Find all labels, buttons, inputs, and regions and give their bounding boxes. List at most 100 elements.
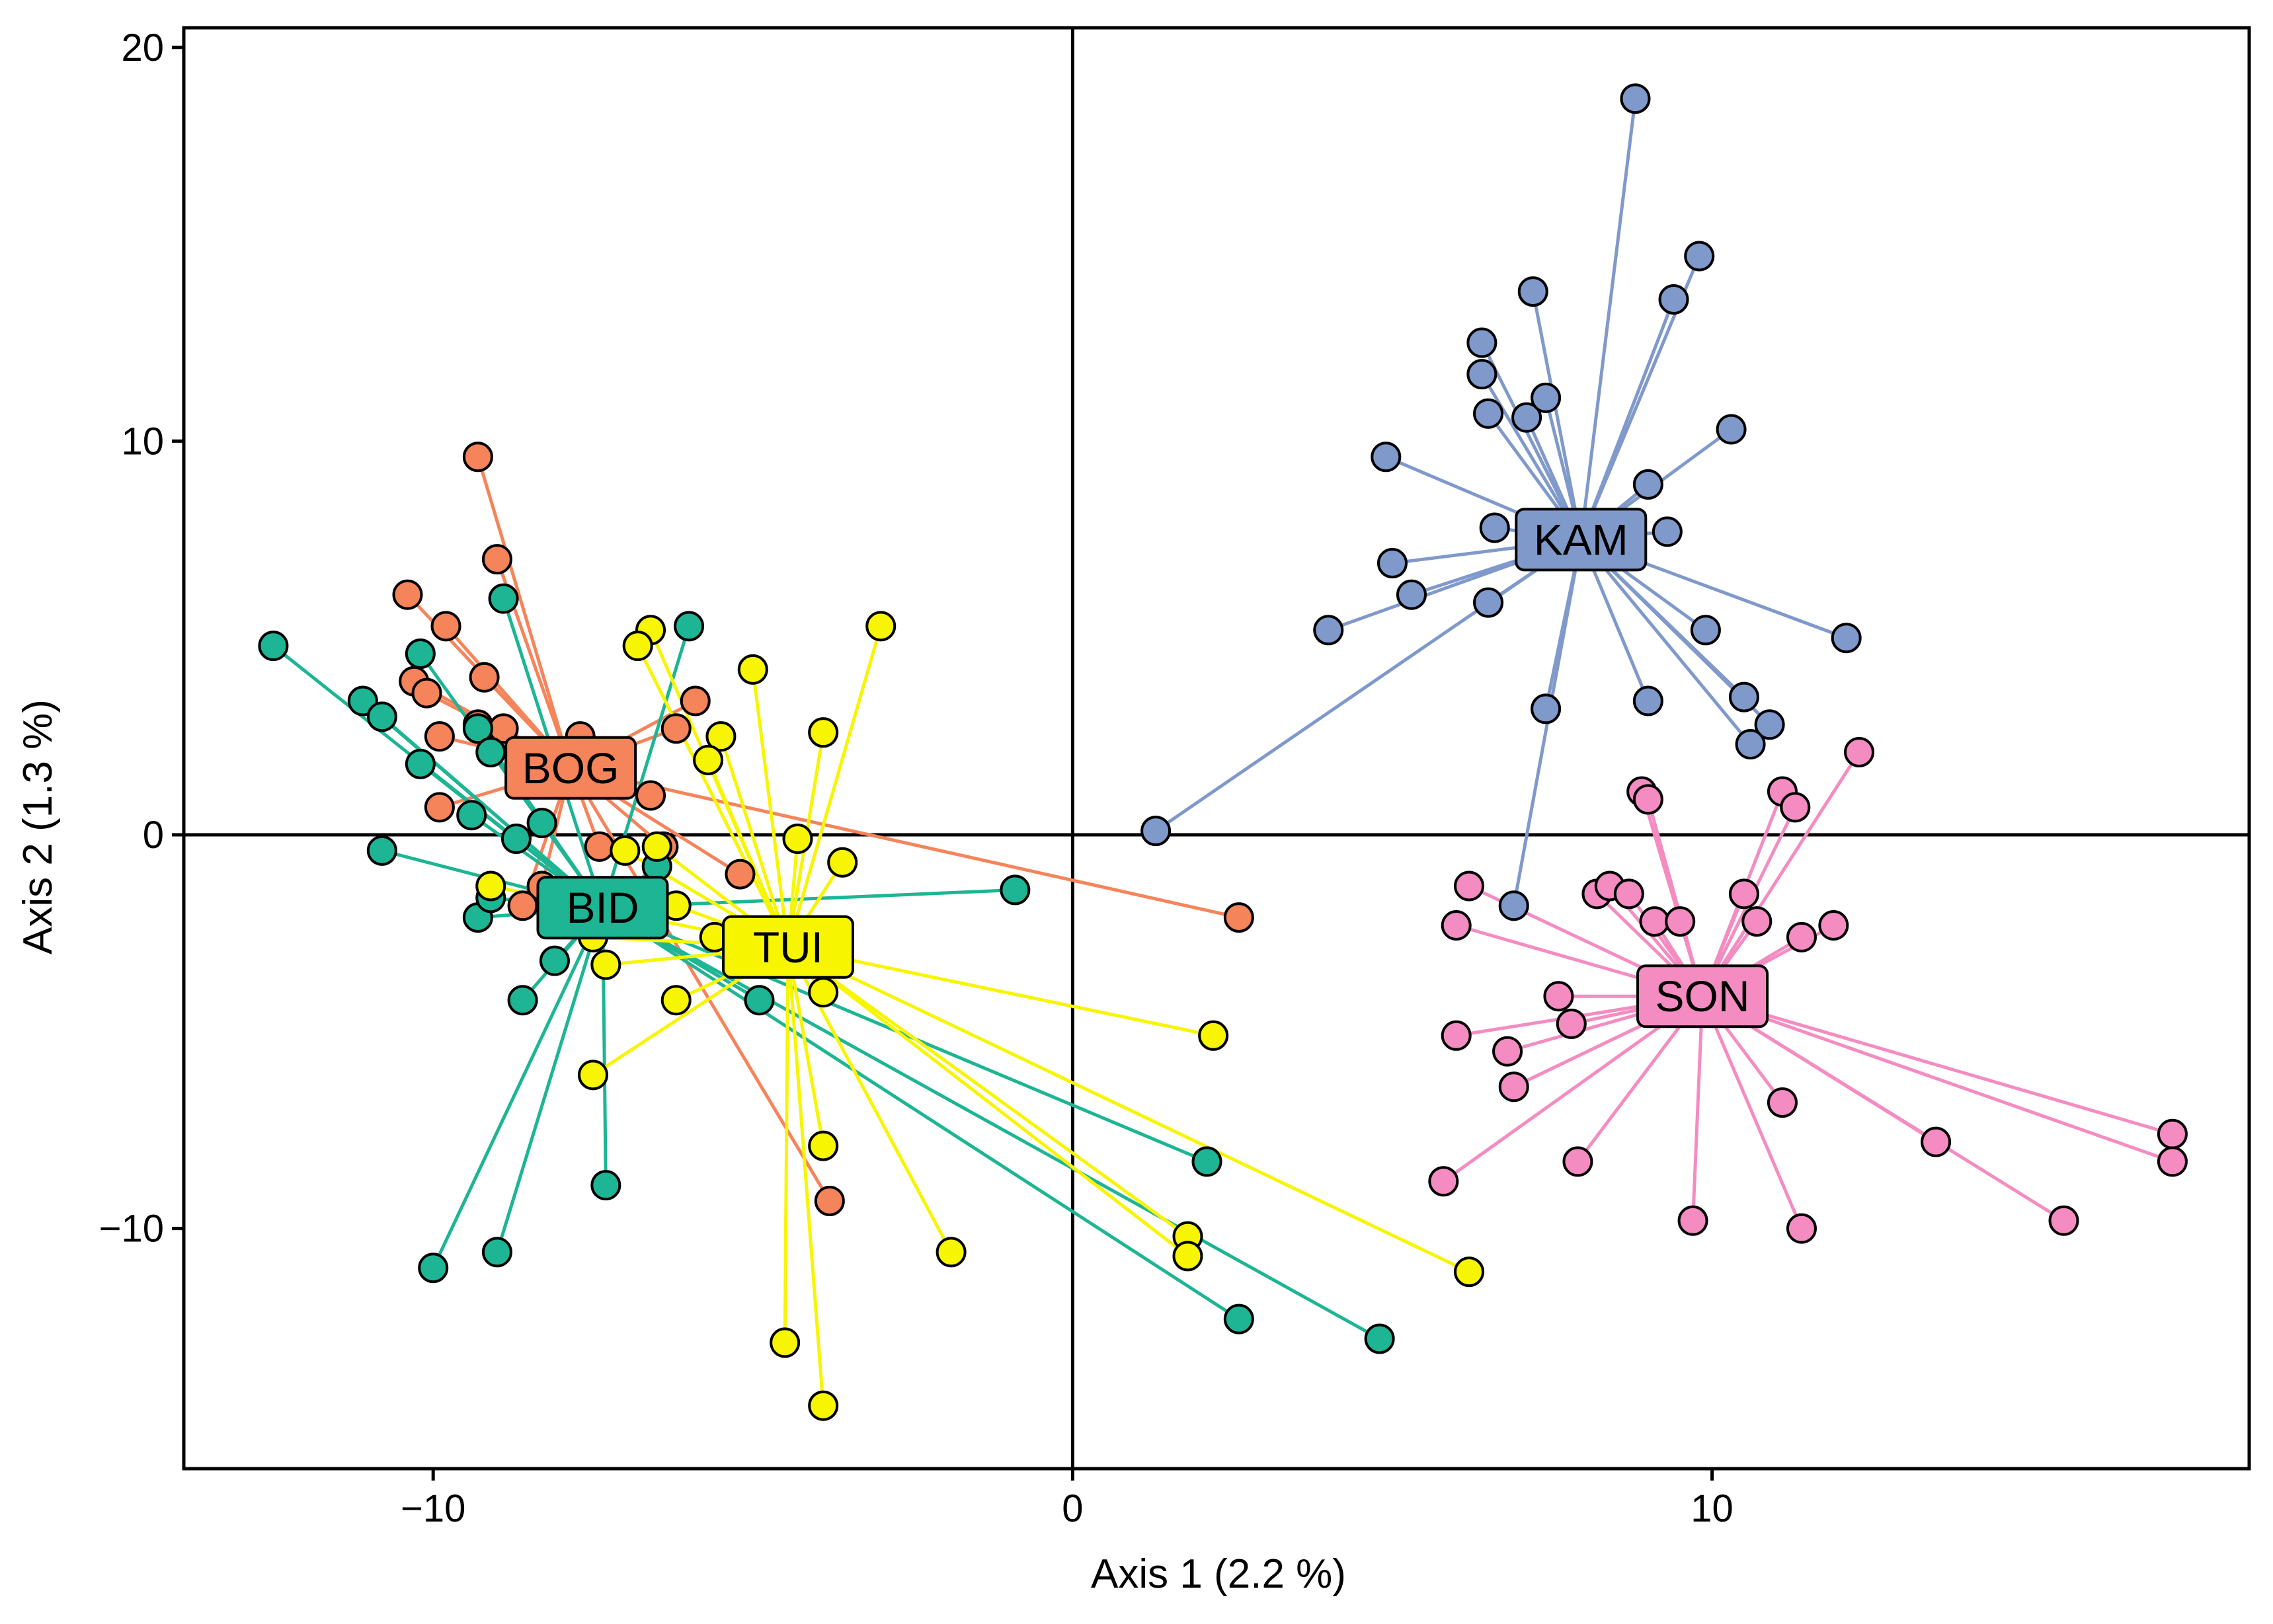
- data-point: [1498, 890, 1529, 921]
- group-label-box: [504, 736, 637, 800]
- data-point: [590, 949, 621, 980]
- data-point: [865, 611, 897, 642]
- x-axis-title: Axis 1 (2.2 %): [1091, 1551, 1346, 1597]
- data-point: [808, 1130, 839, 1161]
- group-label-kam: KAM: [1515, 508, 1648, 572]
- data-point: [1396, 579, 1427, 610]
- x-tick-label: 0: [1062, 1487, 1083, 1530]
- group-label-text: KAM: [1534, 515, 1628, 564]
- spider-line: [636, 645, 790, 948]
- spider-line: [1701, 995, 2065, 1222]
- data-point: [488, 583, 519, 614]
- data-point: [1677, 1205, 1708, 1236]
- group-label-bog: BOG: [504, 736, 637, 800]
- data-point: [1223, 902, 1254, 933]
- plot-area: BOG BID TUI KAM SON: [184, 28, 2249, 1469]
- data-point: [814, 1185, 845, 1216]
- data-point: [1786, 1213, 1817, 1244]
- data-point: [1690, 615, 1721, 646]
- spider-line: [431, 907, 604, 1269]
- group-label-text: BID: [566, 883, 639, 932]
- data-point: [622, 631, 653, 662]
- data-point: [1428, 1166, 1459, 1197]
- group-label-text: BOG: [522, 744, 619, 793]
- data-point: [462, 713, 493, 744]
- data-point: [405, 638, 436, 670]
- data-point: [1441, 1020, 1472, 1051]
- points-tui: [475, 611, 1485, 1421]
- data-point: [1517, 276, 1548, 307]
- data-point: [1511, 402, 1542, 433]
- data-point: [411, 677, 442, 709]
- data-point: [577, 1060, 608, 1091]
- data-point: [456, 800, 487, 831]
- group-label-bid: BID: [536, 876, 669, 940]
- data-point: [635, 780, 666, 811]
- y-tick-label: 20: [121, 26, 164, 69]
- data-point: [1473, 587, 1504, 618]
- data-point: [1652, 516, 1683, 547]
- y-tick-label: −10: [99, 1208, 164, 1251]
- group-label-box: [1636, 964, 1769, 1028]
- data-point: [1223, 1303, 1254, 1334]
- data-point: [610, 835, 641, 866]
- data-point: [1716, 414, 1747, 445]
- data-point: [475, 736, 506, 767]
- data-point: [1543, 981, 1574, 1012]
- data-point: [1741, 906, 1773, 937]
- spider-line: [476, 456, 573, 769]
- data-point: [507, 890, 538, 921]
- data-point: [2157, 1118, 2188, 1149]
- data-point: [1191, 1146, 1222, 1177]
- spider-line: [1579, 299, 1675, 541]
- y-axis-title: Axis 2 (1.3 %): [15, 699, 61, 954]
- data-point: [808, 717, 839, 748]
- spider-line: [787, 945, 1189, 1258]
- data-point: [584, 831, 615, 862]
- data-point: [405, 748, 436, 779]
- spider-line: [787, 945, 1189, 1238]
- y-tick-label: 10: [121, 420, 164, 463]
- data-point: [1364, 1323, 1395, 1354]
- data-point: [481, 544, 512, 575]
- spider-line: [1531, 291, 1583, 540]
- data-point: [1665, 906, 1696, 937]
- data-point: [936, 1237, 967, 1268]
- points-kam: [1140, 83, 1862, 921]
- data-point: [770, 1327, 801, 1358]
- data-point: [782, 823, 813, 854]
- spider-line: [787, 945, 1470, 1274]
- data-point: [1818, 910, 1849, 941]
- spider-line: [783, 947, 790, 1343]
- data-point: [590, 1170, 621, 1201]
- data-point: [1639, 906, 1670, 937]
- group-label-son: SON: [1636, 964, 1769, 1028]
- group-label-tui: TUI: [721, 915, 854, 979]
- data-point: [1371, 442, 1402, 473]
- data-point: [539, 945, 570, 976]
- data-point: [1198, 1020, 1229, 1051]
- data-point: [674, 611, 705, 642]
- data-point: [1498, 1071, 1529, 1102]
- spider-line: [1691, 996, 1704, 1221]
- spider-line: [1702, 994, 2173, 1163]
- data-point: [1620, 83, 1651, 114]
- spider-line: [786, 947, 825, 1147]
- spider-line: [570, 766, 1240, 919]
- data-point: [500, 823, 532, 854]
- data-point: [705, 721, 737, 752]
- spider-line: [602, 906, 1240, 1321]
- data-point: [1562, 1146, 1593, 1177]
- points-son: [1428, 736, 2188, 1244]
- data-point: [481, 1237, 512, 1268]
- data-point: [1780, 792, 1811, 823]
- data-point: [808, 1390, 839, 1421]
- x-tick-label: −10: [401, 1487, 465, 1530]
- data-point: [258, 631, 289, 662]
- data-point: [725, 859, 756, 890]
- data-point: [1556, 1008, 1587, 1039]
- data-point: [1658, 284, 1689, 315]
- plot-content: BOG BID TUI KAM SON: [184, 28, 2249, 1469]
- plot-frame: [182, 26, 2251, 1471]
